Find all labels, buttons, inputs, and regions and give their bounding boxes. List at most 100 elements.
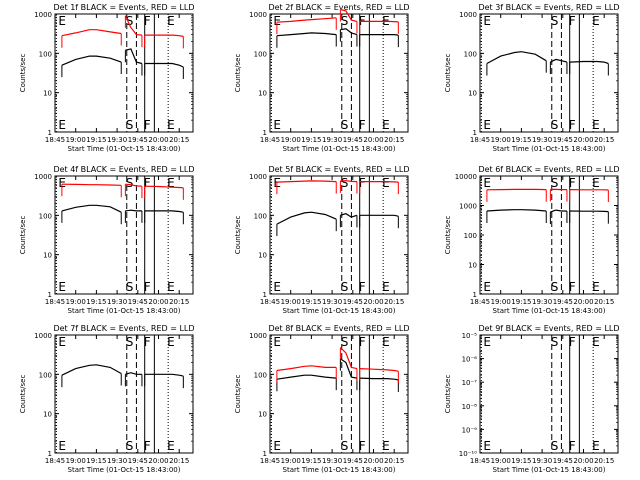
y-axis-label: Counts/sec xyxy=(444,54,452,93)
panel-title: Det 4f BLACK = Events, RED = LLD xyxy=(53,165,194,174)
x-tick-label: 19:30 xyxy=(107,457,127,465)
panel-9: Det 9f BLACK = Events, RED = LLD 10⁻¹⁰ 10⁻… xyxy=(444,324,620,474)
marker-label-f: F xyxy=(569,280,576,294)
x-tick-label: 18:45 xyxy=(45,457,65,465)
plot-frame xyxy=(54,13,194,133)
series-lld-line xyxy=(340,8,358,22)
y-tick-label: 10⁻⁵ xyxy=(462,332,478,340)
series-events-line xyxy=(359,34,399,36)
marker-label-s: S xyxy=(126,14,134,28)
panel-title: Det 3f BLACK = Events, RED = LLD xyxy=(478,3,619,12)
series-events-line xyxy=(569,60,609,65)
marker-label-f: F xyxy=(144,439,151,453)
y-axis-label: Counts/sec xyxy=(19,375,27,414)
series-events-line xyxy=(125,209,142,212)
y-tick-label: 1 xyxy=(48,291,52,299)
series-lld-line xyxy=(125,183,142,187)
y-tick-label: 10⁻⁶ xyxy=(462,356,478,364)
plot-frame xyxy=(269,334,409,454)
marker-label-e: E xyxy=(483,14,491,28)
x-tick-label: 19:45 xyxy=(343,136,363,144)
series-events-line xyxy=(550,209,567,213)
marker-label-e: E xyxy=(167,280,175,294)
x-tick-label: 20:15 xyxy=(594,298,614,306)
marker-label-e: E xyxy=(483,280,491,294)
y-tick-label: 1 xyxy=(48,450,52,458)
y-tick-label: 1000 xyxy=(249,332,267,340)
series-lld-line xyxy=(359,368,399,372)
x-tick-label: 19:00 xyxy=(66,457,86,465)
marker-label-f: F xyxy=(569,439,576,453)
y-tick-label: 10⁻⁹ xyxy=(462,426,478,434)
x-tick-label: 18:45 xyxy=(45,136,65,144)
series-lld-line xyxy=(61,29,122,37)
panel-3: Det 3f BLACK = Events, RED = LLD 1 10 100 10… xyxy=(444,3,620,153)
x-tick-label: 19:45 xyxy=(553,298,573,306)
y-tick-label: 10 xyxy=(468,90,477,98)
x-tick-label: 19:15 xyxy=(301,298,321,306)
x-axis-label: Start Time (01-Oct-15 18:43:00) xyxy=(283,466,396,474)
series-events-line xyxy=(276,211,337,225)
marker-label-s: S xyxy=(551,14,559,28)
series-lld-line xyxy=(61,183,122,186)
y-tick-label: 1000 xyxy=(459,203,477,211)
marker-label-s: S xyxy=(341,14,349,28)
marker-label-s: S xyxy=(341,335,349,349)
x-axis-label: Start Time (01-Oct-15 18:43:00) xyxy=(283,307,396,315)
y-axis-label: Counts/sec xyxy=(234,54,242,93)
y-tick-label: 1000 xyxy=(34,332,52,340)
y-tick-label: 100 xyxy=(39,371,52,379)
x-tick-label: 19:45 xyxy=(128,298,148,306)
marker-label-f: F xyxy=(144,335,151,349)
marker-label-e: E xyxy=(58,118,66,132)
x-tick-label: 19:15 xyxy=(86,136,106,144)
x-tick-label: 19:45 xyxy=(553,457,573,465)
x-tick-label: 20:15 xyxy=(594,136,614,144)
series-lld-line xyxy=(359,20,399,23)
marker-label-e: E xyxy=(167,176,175,190)
x-tick-label: 19:00 xyxy=(281,298,301,306)
marker-label-e: E xyxy=(273,335,281,349)
marker-label-e: E xyxy=(382,335,390,349)
series-events-line xyxy=(569,210,609,213)
x-tick-label: 19:30 xyxy=(532,298,552,306)
x-tick-label: 19:00 xyxy=(281,457,301,465)
y-tick-label: 100 xyxy=(254,212,267,220)
marker-label-e: E xyxy=(592,280,600,294)
y-tick-label: 100 xyxy=(464,232,477,240)
marker-label-f: F xyxy=(359,439,366,453)
x-tick-label: 18:45 xyxy=(470,298,490,306)
marker-label-s: S xyxy=(126,335,134,349)
x-tick-label: 19:30 xyxy=(107,298,127,306)
x-tick-label: 19:30 xyxy=(322,136,342,144)
y-tick-label: 1 xyxy=(263,291,267,299)
series-events-line xyxy=(144,62,184,68)
marker-label-f: F xyxy=(144,280,151,294)
marker-label-s: S xyxy=(341,118,349,132)
x-axis-label: Start Time (01-Oct-15 18:43:00) xyxy=(68,307,181,315)
series-events-line xyxy=(144,210,184,213)
y-tick-label: 10000 xyxy=(455,173,477,181)
x-tick-label: 19:45 xyxy=(128,457,148,465)
y-tick-label: 100 xyxy=(39,50,52,58)
plot-frame xyxy=(54,175,194,295)
series-lld-line xyxy=(124,15,142,36)
series-events-line xyxy=(340,28,358,36)
marker-label-e: E xyxy=(58,439,66,453)
panel-title: Det 9f BLACK = Events, RED = LLD xyxy=(478,324,619,333)
y-tick-label: 10 xyxy=(258,411,267,419)
series-events-line xyxy=(61,204,122,213)
series-events-line xyxy=(276,32,337,37)
marker-label-e: E xyxy=(58,280,66,294)
y-tick-label: 1000 xyxy=(34,11,52,19)
panel-4: Det 4f BLACK = Events, RED = LLD 1 10 100 10… xyxy=(19,165,195,315)
marker-label-e: E xyxy=(273,280,281,294)
x-tick-label: 19:15 xyxy=(301,457,321,465)
marker-label-f: F xyxy=(569,14,576,28)
x-tick-label: 20:00 xyxy=(363,457,383,465)
marker-label-f: F xyxy=(359,118,366,132)
x-tick-label: 20:00 xyxy=(148,457,168,465)
x-tick-label: 19:00 xyxy=(66,298,86,306)
x-tick-label: 20:15 xyxy=(169,457,189,465)
